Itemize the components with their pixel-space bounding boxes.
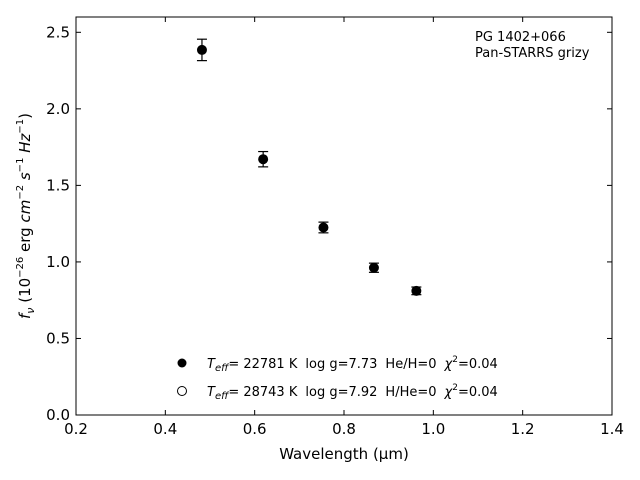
data-point [368, 262, 379, 273]
y-tick-label: 1.5 [46, 176, 70, 194]
y-tick-label: 2.0 [46, 100, 70, 118]
x-tick-label: 0.2 [64, 420, 88, 438]
axis-ticks: 0.2 0.4 0.6 0.8 1.0 1.2 1.4 0.0 0.5 1.0 1.5 2.0 2.5 [46, 17, 624, 438]
x-tick-label: 1.4 [600, 420, 624, 438]
annotation-survey: Pan-STARRS grizy [475, 46, 590, 61]
data-points [196, 38, 422, 296]
legend-marker-filled [177, 358, 187, 368]
x-tick-label: 0.6 [243, 420, 267, 438]
data-point [411, 285, 422, 296]
annotation-object: PG 1402+066 [475, 30, 566, 45]
data-point [196, 44, 207, 55]
legend-marker-open [177, 386, 187, 396]
y-axis-label: fν (10−26 erg cm−2 s−1 Hz−1) [15, 113, 37, 319]
x-tick-label: 1.2 [511, 420, 535, 438]
y-tick-label: 0.0 [46, 406, 70, 424]
x-tick-label: 0.8 [332, 420, 356, 438]
plot-frame [75, 16, 613, 416]
x-axis-label: Wavelength (μm) [279, 445, 409, 463]
data-point [258, 154, 269, 165]
x-tick-label: 1.0 [421, 420, 445, 438]
y-tick-label: 2.5 [46, 23, 70, 41]
data-point [318, 222, 329, 233]
y-tick-label: 1.0 [46, 253, 70, 271]
x-tick-label: 0.4 [153, 420, 177, 438]
y-tick-label: 0.5 [46, 329, 70, 347]
